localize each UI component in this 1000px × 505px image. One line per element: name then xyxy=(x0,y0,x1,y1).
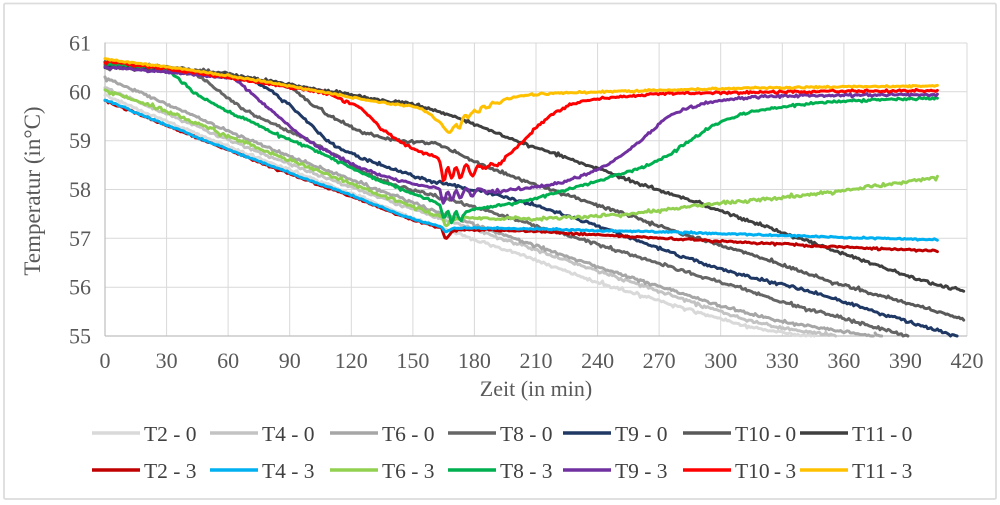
svg-text:58: 58 xyxy=(69,177,91,202)
svg-text:Temperatur (in°C): Temperatur (in°C) xyxy=(20,106,45,275)
svg-text:T10 - 3: T10 - 3 xyxy=(735,459,796,483)
svg-text:240: 240 xyxy=(581,348,614,373)
svg-text:T6 - 3: T6 - 3 xyxy=(382,459,435,483)
svg-text:Zeit (in min): Zeit (in min) xyxy=(480,376,592,401)
svg-text:90: 90 xyxy=(279,348,301,373)
svg-text:30: 30 xyxy=(156,348,178,373)
svg-text:T11 - 0: T11 - 0 xyxy=(852,422,912,446)
svg-text:T9 - 0: T9 - 0 xyxy=(615,422,668,446)
svg-text:55: 55 xyxy=(69,324,91,349)
svg-text:T8 - 0: T8 - 0 xyxy=(500,422,553,446)
svg-text:T9 - 3: T9 - 3 xyxy=(615,459,668,483)
svg-text:150: 150 xyxy=(396,348,429,373)
svg-text:T4 - 0: T4 - 0 xyxy=(262,422,315,446)
svg-text:T6 - 0: T6 - 0 xyxy=(382,422,435,446)
svg-text:420: 420 xyxy=(951,348,984,373)
svg-text:60: 60 xyxy=(69,79,91,104)
svg-text:T2 - 0: T2 - 0 xyxy=(144,422,197,446)
svg-text:60: 60 xyxy=(217,348,239,373)
svg-text:59: 59 xyxy=(69,128,91,153)
svg-text:180: 180 xyxy=(458,348,491,373)
svg-text:300: 300 xyxy=(704,348,737,373)
svg-text:T8 - 3: T8 - 3 xyxy=(500,459,553,483)
svg-text:T10 - 0: T10 - 0 xyxy=(735,422,796,446)
svg-text:T2 - 3: T2 - 3 xyxy=(144,459,197,483)
svg-text:360: 360 xyxy=(827,348,860,373)
svg-text:270: 270 xyxy=(643,348,676,373)
svg-text:120: 120 xyxy=(335,348,368,373)
svg-text:210: 210 xyxy=(520,348,553,373)
svg-text:330: 330 xyxy=(766,348,799,373)
svg-text:0: 0 xyxy=(100,348,111,373)
svg-text:57: 57 xyxy=(69,226,91,251)
svg-text:T11 - 3: T11 - 3 xyxy=(852,459,912,483)
svg-text:61: 61 xyxy=(69,31,91,56)
svg-text:T4 - 3: T4 - 3 xyxy=(262,459,315,483)
svg-text:56: 56 xyxy=(69,275,91,300)
svg-text:390: 390 xyxy=(889,348,922,373)
